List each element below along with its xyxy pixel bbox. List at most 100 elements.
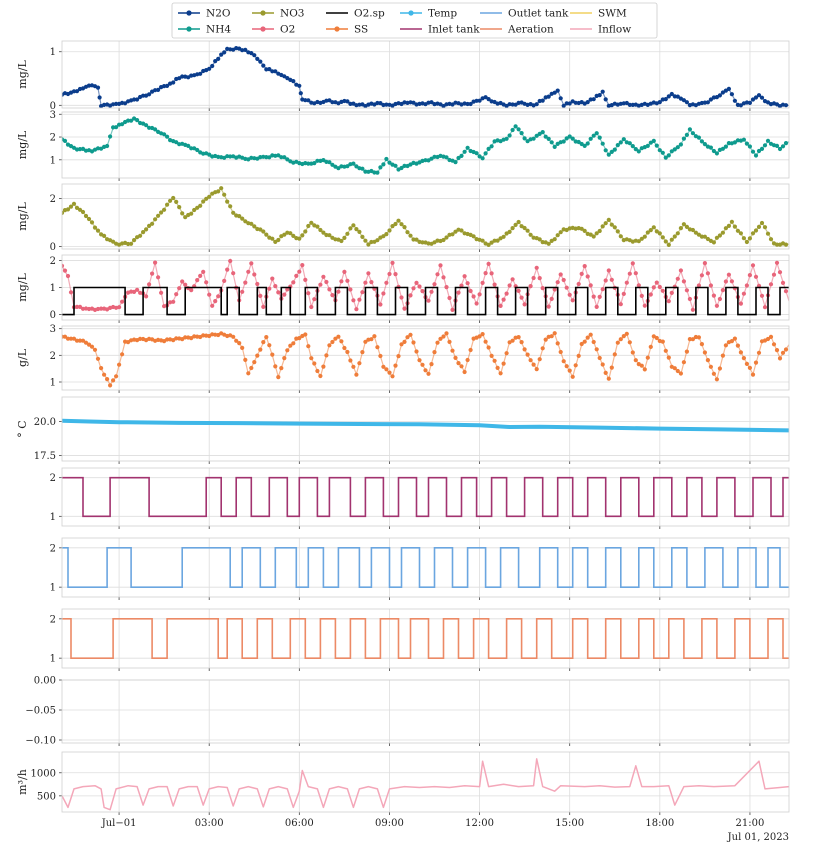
series-no3-point bbox=[387, 228, 392, 233]
series-no3-point bbox=[357, 229, 362, 234]
series-o2-point bbox=[489, 271, 494, 276]
series-nh4-point bbox=[780, 144, 786, 149]
series-n2o-point bbox=[624, 100, 629, 106]
series-ss-point bbox=[393, 363, 398, 368]
series-o2-point bbox=[117, 305, 122, 310]
series-ss-point bbox=[768, 334, 774, 339]
series-n2o-point bbox=[97, 95, 102, 100]
series-nh4-point bbox=[477, 154, 482, 159]
series-n2o-point bbox=[375, 100, 380, 106]
series-n2o-point bbox=[747, 100, 753, 105]
series-nh4-point bbox=[189, 146, 194, 151]
series-no3-point bbox=[77, 207, 83, 212]
series-ss-point bbox=[438, 336, 443, 341]
series-o2-point bbox=[582, 264, 587, 269]
y-tick-label: 1 bbox=[50, 47, 56, 58]
series-ss-point bbox=[519, 340, 524, 345]
series-ss-point bbox=[699, 342, 705, 347]
series-ss-point bbox=[234, 338, 239, 343]
series-nh4-point bbox=[114, 125, 119, 130]
series-o2-point bbox=[432, 282, 437, 287]
series-n2o-point bbox=[750, 97, 756, 102]
series-no3-point bbox=[291, 233, 296, 238]
series-o2-point bbox=[624, 280, 629, 285]
legend-item-inflow: Inflow bbox=[570, 24, 631, 36]
series-ss-point bbox=[576, 353, 581, 358]
series-no3-point bbox=[92, 225, 98, 230]
series-no3-point bbox=[657, 231, 662, 236]
series-no3-point bbox=[231, 210, 236, 215]
series-nh4-point bbox=[756, 148, 762, 154]
series-nh4-point bbox=[570, 136, 575, 141]
series-ss-point bbox=[89, 344, 95, 349]
series-o2-point bbox=[537, 276, 542, 281]
series-n2o-point bbox=[681, 98, 687, 103]
panels: 01mg/L123mg/L02mg/L012mg/L123g/L17.520.0… bbox=[16, 40, 790, 815]
series-nh4-point bbox=[675, 145, 680, 150]
series-ss-point bbox=[621, 334, 626, 339]
series-no3-point bbox=[216, 189, 221, 194]
series-ss-point bbox=[270, 352, 275, 357]
series-no3-point bbox=[558, 230, 563, 235]
series-ss-point bbox=[627, 340, 632, 345]
series-no3-point bbox=[174, 199, 179, 204]
series-ss-point bbox=[714, 377, 720, 382]
series-nh4-point bbox=[285, 157, 290, 162]
series-ss-point bbox=[504, 351, 509, 356]
series-ss-point bbox=[372, 334, 377, 339]
series-o2-point bbox=[687, 296, 693, 302]
series-no3-point bbox=[342, 235, 347, 240]
series-no3-point bbox=[390, 224, 395, 229]
series-ss-point bbox=[108, 383, 113, 388]
x-tick-label: 15:00 bbox=[555, 818, 584, 829]
series-o2-point bbox=[657, 284, 662, 290]
y-tick-label: 17.5 bbox=[34, 451, 56, 462]
series-o2-point bbox=[549, 296, 554, 301]
y-tick-label: 1 bbox=[50, 378, 56, 389]
series-o2-point bbox=[639, 293, 644, 298]
legend-item-o2-sp: O2.sp bbox=[326, 8, 385, 20]
series-no3-point bbox=[393, 221, 398, 227]
series-ss-point bbox=[606, 376, 611, 381]
series-no3-point bbox=[732, 224, 738, 229]
series-o2-point bbox=[291, 280, 296, 285]
series-nh4-point bbox=[312, 161, 317, 166]
series-n2o-point bbox=[729, 92, 735, 97]
series-o2-point bbox=[276, 290, 281, 295]
series-ss-point bbox=[480, 332, 485, 337]
series-no3-point bbox=[678, 226, 684, 231]
series-nh4-point bbox=[516, 127, 521, 132]
series-o2-point bbox=[642, 303, 647, 308]
legend-marker bbox=[408, 10, 414, 16]
series-o2-point bbox=[576, 281, 581, 287]
series-o2-point bbox=[324, 279, 329, 285]
series-ss-point bbox=[111, 378, 116, 383]
series-no3-point bbox=[726, 223, 732, 228]
series-n2o-point bbox=[600, 89, 605, 94]
series-no3-point bbox=[525, 228, 530, 233]
series-o2-point bbox=[330, 293, 335, 298]
series-nh4-point bbox=[489, 144, 494, 149]
series-ss-point bbox=[777, 356, 783, 361]
series-no3-point bbox=[249, 221, 254, 226]
series-no3-point bbox=[522, 225, 527, 231]
series-ss-point bbox=[747, 365, 753, 370]
x-tick-label: 09:00 bbox=[375, 818, 404, 829]
panel-data bbox=[62, 618, 789, 659]
series-o2-point bbox=[77, 304, 83, 309]
series-nh4-point bbox=[657, 148, 662, 153]
y-tick-label: 2 bbox=[50, 351, 56, 362]
panel-data bbox=[62, 476, 789, 518]
series-no3-point bbox=[759, 220, 765, 226]
series-ss-point bbox=[249, 365, 254, 371]
series-ss-point bbox=[354, 372, 359, 377]
series-n2o-point bbox=[666, 94, 671, 99]
series-nh4-point bbox=[753, 153, 759, 158]
series-ss-point bbox=[318, 373, 323, 379]
series-ss-point bbox=[411, 340, 416, 345]
series-o2-point bbox=[309, 304, 314, 310]
x-tick-label: 21:00 bbox=[736, 818, 765, 829]
series-ss-point bbox=[417, 358, 422, 363]
series-n2o-point bbox=[135, 97, 140, 102]
legend-label: SS bbox=[354, 24, 368, 36]
